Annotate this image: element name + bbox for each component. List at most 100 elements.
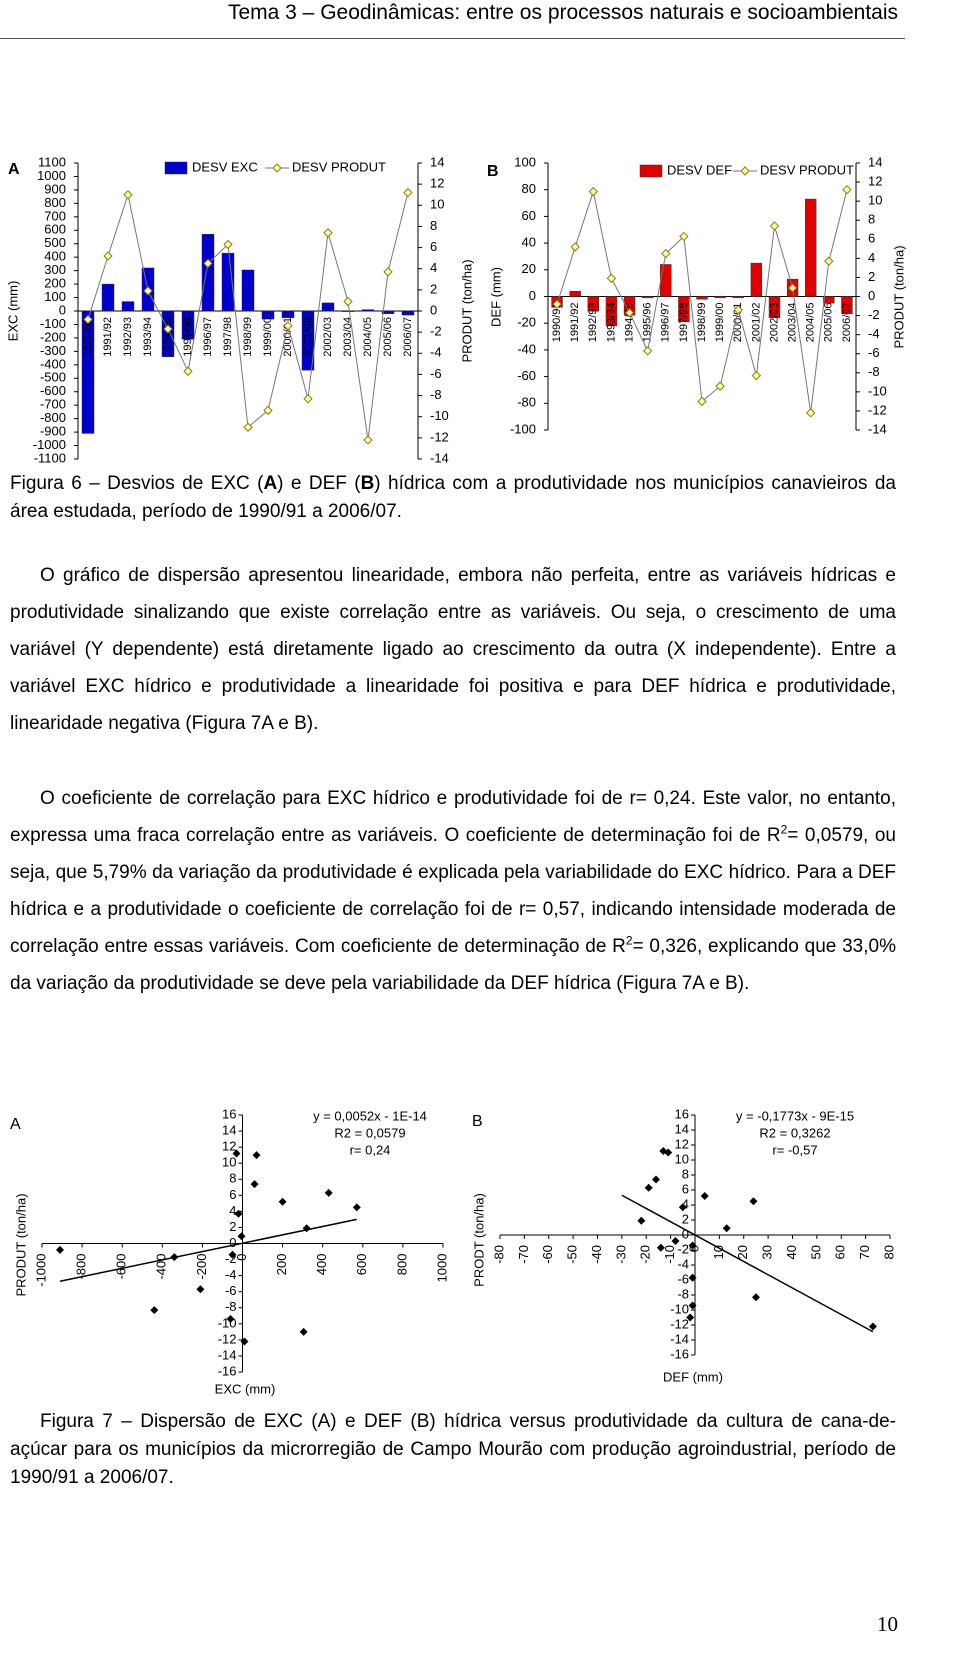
- x-tick-label: -50: [565, 1245, 580, 1264]
- x-tick-label: 1991/92: [569, 303, 581, 343]
- legend-swatch: [740, 166, 750, 176]
- bar: [341, 310, 355, 312]
- y-tick-label: -200: [40, 329, 66, 344]
- y-tick-label: -14: [670, 1331, 689, 1346]
- x-tick-label: 1995/96: [642, 303, 654, 343]
- x-tick-label: 0: [234, 1254, 249, 1261]
- bar: [660, 264, 672, 297]
- y2-axis-title: PRODUT (ton/ha): [891, 245, 906, 348]
- y-tick-label: -6: [225, 1283, 237, 1298]
- point: [688, 1241, 697, 1250]
- legend-swatch: [639, 164, 663, 178]
- y-tick-label: -300: [40, 343, 66, 358]
- y-tick-label: 80: [522, 181, 536, 196]
- y-tick-label: 8: [682, 1166, 689, 1181]
- point: [278, 1197, 287, 1206]
- point: [842, 184, 852, 195]
- point: [323, 228, 333, 238]
- y-tick-label: -8: [677, 1286, 689, 1301]
- point: [103, 251, 113, 261]
- point: [196, 1285, 205, 1294]
- y-tick-label: -800: [40, 410, 66, 425]
- bar: [587, 296, 599, 312]
- point: [223, 239, 233, 250]
- text-run: O coeficiente de correlação para EXC híd…: [10, 788, 896, 846]
- point: [588, 186, 599, 197]
- x-tick-label: 1993/94: [142, 317, 154, 357]
- panel-label: B: [472, 1113, 483, 1130]
- point: [203, 258, 213, 269]
- bar: [732, 296, 744, 299]
- point: [183, 366, 193, 376]
- y-tick-label: -20: [517, 315, 536, 330]
- point: [302, 1224, 311, 1233]
- y-tick-label: -16: [218, 1363, 237, 1378]
- x-tick-label: 1994/95: [162, 317, 174, 357]
- header-rule: [0, 38, 905, 39]
- point: [769, 221, 780, 231]
- x-tick-label: 1991/92: [102, 317, 114, 357]
- x-tick-label: 70: [857, 1245, 872, 1259]
- paragraph: O gráfico de dispersão apresentou linear…: [10, 565, 896, 734]
- point: [263, 405, 273, 416]
- y-tick-label: 60: [522, 208, 536, 223]
- y-tick-label: -900: [40, 424, 66, 439]
- y-axis-title: PRODT (ton/ha): [471, 1193, 486, 1287]
- x-tick-label: 2006/07: [841, 303, 853, 343]
- x-tick-label: 1996/97: [202, 317, 214, 357]
- y-tick-label: 300: [44, 262, 66, 277]
- y2-tick-label: 10: [868, 193, 882, 208]
- y2-tick-label: -6: [430, 366, 442, 381]
- bar: [823, 296, 835, 304]
- x-tick-label: 1996/97: [660, 303, 672, 343]
- annotation: r= 0,24: [350, 1142, 391, 1157]
- y-tick-label: 0: [529, 288, 536, 303]
- annotation: y = 0,0052x - 1E-14: [313, 1108, 427, 1123]
- y-tick-label: -10: [218, 1315, 237, 1330]
- point: [552, 299, 562, 309]
- bar: [241, 269, 255, 312]
- bar: [121, 301, 135, 312]
- point: [237, 1232, 246, 1241]
- y-tick-label: 400: [44, 249, 66, 264]
- point: [83, 314, 93, 325]
- x-tick-label: -800: [74, 1254, 89, 1280]
- point: [56, 1245, 65, 1254]
- bar: [714, 296, 726, 299]
- y-tick-label: -14: [218, 1347, 237, 1362]
- point: [363, 435, 373, 445]
- y-tick-label: -16: [670, 1346, 689, 1361]
- superscript: 2: [780, 822, 788, 837]
- x-tick-label: 2006/07: [402, 317, 414, 357]
- annotation: y = -0,1773x - 9E-15: [736, 1108, 854, 1123]
- point: [303, 394, 313, 404]
- x-tick-label: 1997/98: [678, 303, 690, 343]
- panel-label: B: [487, 163, 499, 180]
- x-tick-label: 1998/99: [242, 317, 254, 357]
- y2-tick-label: 0: [868, 288, 875, 303]
- y2-tick-label: -10: [430, 408, 449, 423]
- point: [637, 1216, 646, 1225]
- panel-label: A: [8, 161, 20, 178]
- y-tick-label: 600: [44, 222, 66, 237]
- caption-bold: A: [263, 473, 278, 494]
- x-tick-label: 1998/99: [696, 303, 708, 343]
- y2-tick-label: 2: [430, 281, 437, 296]
- annotation: R2 = 0,3262: [759, 1125, 830, 1140]
- x-tick-label: 2004/05: [805, 303, 817, 343]
- point: [751, 1293, 760, 1302]
- point: [283, 321, 293, 331]
- text-run: = 0,0579, ou seja, que 5,79% da variação…: [10, 825, 897, 957]
- x-tick-label: 2000/01: [732, 303, 744, 343]
- trendline: [621, 1194, 874, 1333]
- point: [678, 1203, 687, 1212]
- y2-tick-label: 8: [430, 218, 437, 233]
- point: [700, 1192, 709, 1200]
- point: [679, 231, 689, 242]
- x-tick-label: 2005/06: [382, 317, 394, 357]
- y2-tick-label: -14: [868, 421, 887, 436]
- y2-tick-label: -4: [430, 345, 442, 360]
- bar: [678, 296, 690, 323]
- x-tick-label: 1992/93: [587, 303, 599, 343]
- y-tick-label: -12: [670, 1316, 689, 1331]
